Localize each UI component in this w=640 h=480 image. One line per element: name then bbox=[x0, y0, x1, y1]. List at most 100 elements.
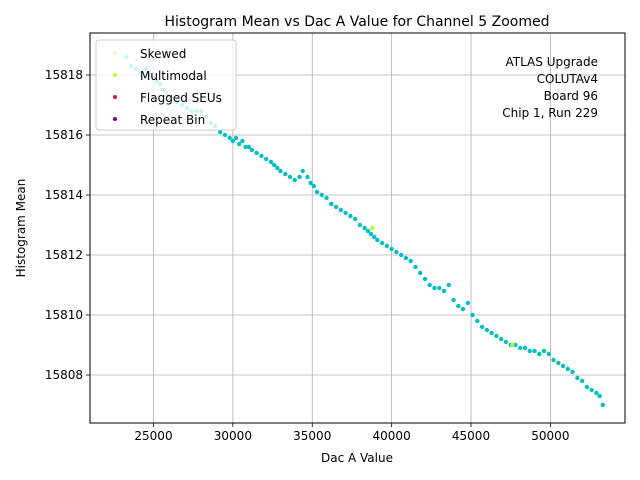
legend-label-flagged-seus: Flagged SEUs bbox=[140, 91, 222, 105]
data-point-normal bbox=[240, 138, 245, 144]
y-tick-label: 15808 bbox=[45, 368, 83, 382]
data-point-normal bbox=[259, 153, 264, 159]
data-point-normal bbox=[371, 234, 377, 240]
data-point-multimodal bbox=[370, 225, 375, 231]
x-axis-label: Dac A Value bbox=[321, 451, 393, 465]
y-tick-label: 15816 bbox=[45, 128, 83, 142]
data-point-normal bbox=[398, 252, 404, 258]
data-point-normal bbox=[575, 375, 580, 381]
data-point-normal bbox=[249, 147, 255, 153]
legend-label-skewed: Skewed bbox=[140, 47, 186, 61]
x-tick-label: 45000 bbox=[452, 429, 490, 443]
data-point-normal bbox=[357, 222, 363, 228]
data-point-normal bbox=[343, 210, 348, 216]
legend-marker-repeat-bin bbox=[113, 117, 117, 121]
annotation-line-4: Chip 1, Run 229 bbox=[502, 106, 598, 120]
data-point-normal bbox=[324, 195, 329, 201]
data-point-normal bbox=[352, 216, 358, 222]
data-point-normal bbox=[237, 141, 242, 147]
data-point-normal bbox=[362, 225, 367, 231]
data-point-normal bbox=[551, 357, 556, 363]
data-point-normal bbox=[532, 348, 537, 354]
data-point-normal bbox=[527, 348, 532, 354]
data-point-normal bbox=[565, 366, 571, 372]
legend-marker-skewed bbox=[113, 51, 117, 55]
data-point-normal bbox=[484, 327, 490, 333]
data-point-normal bbox=[292, 177, 297, 183]
y-tick-label: 15818 bbox=[45, 68, 83, 82]
data-point-normal bbox=[222, 132, 228, 138]
data-point-normal bbox=[432, 285, 437, 291]
y-axis-ticks: 15808 15810 15812 15814 15816 15818 bbox=[45, 68, 90, 382]
data-point-normal bbox=[368, 231, 374, 237]
data-point-normal bbox=[379, 240, 385, 246]
data-point-normal bbox=[217, 129, 223, 135]
data-point-normal bbox=[275, 165, 280, 171]
x-axis-ticks: 25000 30000 35000 40000 45000 50000 bbox=[134, 423, 569, 443]
data-point-normal bbox=[287, 174, 293, 180]
data-point-normal bbox=[422, 276, 428, 282]
x-tick-label: 40000 bbox=[373, 429, 411, 443]
data-point-normal bbox=[418, 270, 423, 276]
data-point-normal bbox=[254, 150, 259, 156]
plot-frame bbox=[89, 32, 626, 424]
data-point-normal bbox=[230, 138, 236, 144]
data-point-normal bbox=[513, 342, 518, 348]
data-point-normal bbox=[365, 228, 371, 234]
data-point-normal bbox=[278, 168, 283, 174]
data-point-normal bbox=[460, 306, 466, 312]
data-point-normal bbox=[470, 312, 475, 318]
legend-marker-flagged-seus bbox=[113, 95, 117, 99]
y-tick-label: 15812 bbox=[45, 248, 83, 262]
data-point-normal bbox=[308, 180, 313, 186]
data-point-normal bbox=[314, 189, 320, 195]
data-point-normal bbox=[594, 390, 599, 396]
data-point-normal bbox=[389, 246, 394, 252]
data-point-normal bbox=[546, 351, 551, 357]
legend-label-repeat-bin: Repeat Bin bbox=[140, 113, 205, 127]
data-point-normal bbox=[537, 351, 542, 357]
data-point-normal bbox=[271, 162, 277, 168]
x-tick-label: 35000 bbox=[293, 429, 331, 443]
data-point-normal bbox=[518, 345, 523, 351]
data-point-normal bbox=[427, 282, 432, 288]
data-point-normal bbox=[233, 135, 239, 141]
data-point-normal bbox=[311, 183, 317, 189]
data-point-normal bbox=[479, 324, 485, 330]
data-point-normal bbox=[264, 156, 269, 162]
data-point-normal bbox=[300, 168, 305, 174]
data-point-normal bbox=[283, 171, 288, 177]
data-point-normal bbox=[384, 243, 390, 249]
data-point-normal bbox=[394, 249, 399, 255]
data-point-normal bbox=[413, 264, 418, 270]
x-tick-label: 50000 bbox=[531, 429, 569, 443]
data-point-normal bbox=[348, 213, 353, 219]
data-point-normal bbox=[451, 297, 456, 303]
data-point-normal bbox=[246, 144, 251, 150]
annotation-line-2: COLUTAv4 bbox=[537, 72, 598, 86]
y-axis-label: Histogram Mean bbox=[14, 179, 28, 278]
data-point-normal bbox=[498, 336, 504, 342]
data-point-normal bbox=[494, 333, 499, 339]
legend-box bbox=[95, 39, 237, 131]
data-point-normal bbox=[408, 258, 413, 264]
data-point-normal bbox=[570, 369, 575, 375]
chart-title: Histogram Mean vs Dac A Value for Channe… bbox=[165, 14, 550, 30]
data-point-normal bbox=[329, 201, 334, 207]
data-point-normal bbox=[522, 345, 528, 351]
data-point-normal bbox=[456, 303, 461, 309]
data-point-normal bbox=[597, 393, 602, 399]
legend-marker-multimodal bbox=[113, 73, 117, 77]
data-point-normal bbox=[503, 339, 509, 345]
y-tick-label: 15814 bbox=[45, 188, 83, 202]
data-point-normal bbox=[446, 282, 451, 288]
data-point-normal bbox=[333, 204, 339, 210]
data-point-normal bbox=[489, 330, 494, 336]
data-point-normal bbox=[579, 378, 585, 384]
data-point-normal bbox=[305, 174, 310, 180]
y-tick-label: 15810 bbox=[45, 308, 83, 322]
data-point-multimodal bbox=[510, 342, 515, 348]
x-tick-label: 25000 bbox=[134, 429, 172, 443]
data-point-normal bbox=[437, 285, 442, 291]
